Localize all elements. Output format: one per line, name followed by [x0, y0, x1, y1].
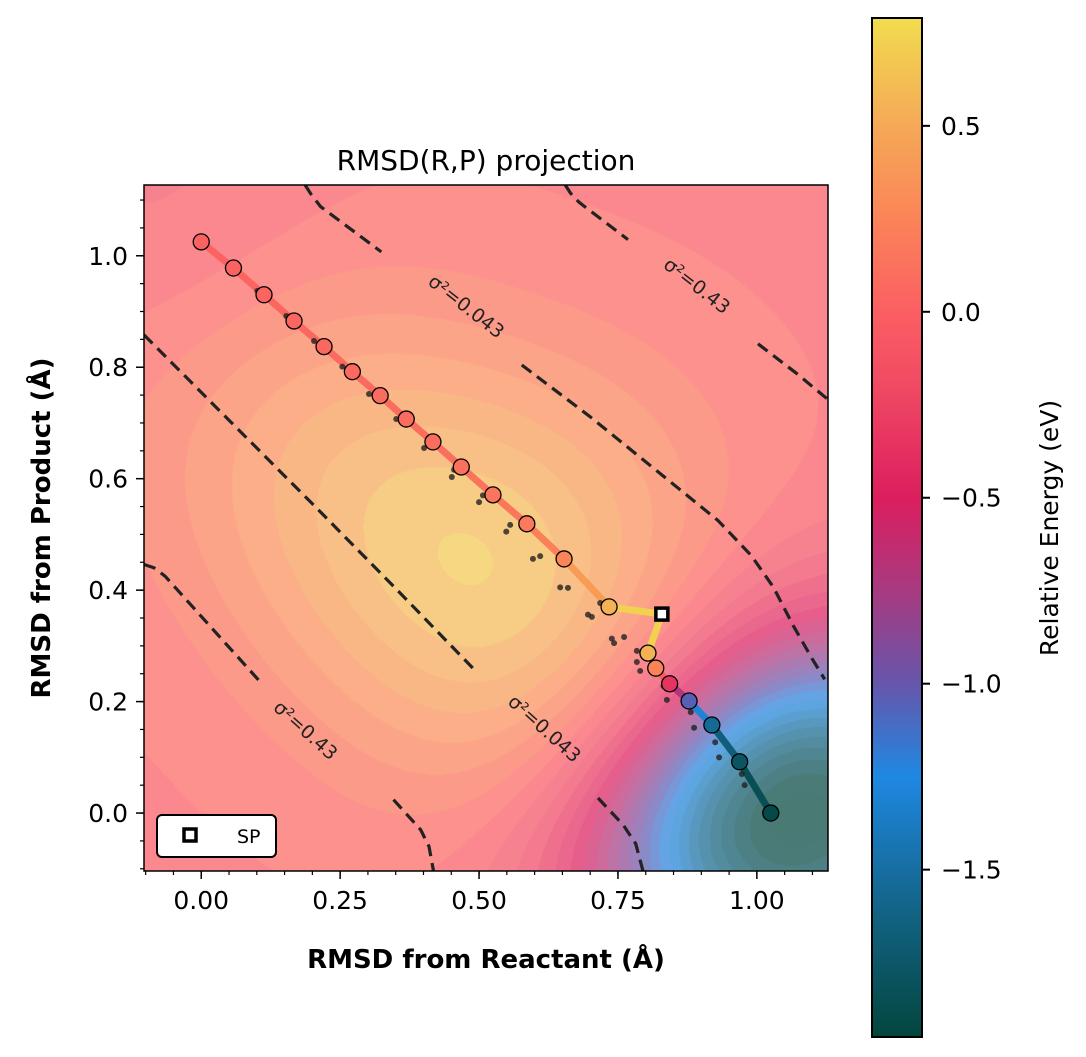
- colorbar-tick-label: 0.0: [941, 298, 981, 327]
- x-tick-label: 1.00: [729, 886, 785, 915]
- y-tick-label: 0.0: [88, 799, 128, 828]
- y-axis: 0.0 0.2 0.4 0.6 0.8 1.0: [88, 199, 144, 870]
- legend-sp-label: SP: [237, 826, 261, 848]
- sample-dot: [663, 696, 670, 703]
- path-points: [192, 233, 780, 822]
- sample-dot: [588, 613, 595, 620]
- y-tick-label: 0.6: [88, 465, 128, 494]
- path-point: [647, 659, 665, 677]
- sample-dot: [339, 363, 346, 370]
- colorbar-tick-label: −1.5: [941, 856, 1002, 885]
- path-point: [192, 233, 210, 251]
- sample-dot: [537, 553, 544, 560]
- sample-dot: [633, 647, 640, 654]
- colorbar: 0.5 0.0 −0.5 −1.0 −1.5 Relative Energy (eV): [871, 17, 1064, 1038]
- path-point: [424, 433, 442, 451]
- x-tick-label: 0.75: [590, 886, 646, 915]
- variance-contour-line: [144, 333, 475, 670]
- path-segment: [736, 758, 775, 817]
- path-point: [660, 675, 679, 693]
- sample-dot: [712, 739, 719, 746]
- path-point: [484, 486, 502, 504]
- variance-contour-line: [144, 562, 264, 686]
- colorbar-ticks: 0.5 0.0 −0.5 −1.0 −1.5: [922, 112, 1002, 885]
- colorbar-tick-label: −0.5: [941, 484, 1002, 513]
- sample-dot: [611, 640, 618, 647]
- y-tick-label: 1.0: [88, 242, 128, 271]
- legend-sp-marker: [182, 827, 198, 843]
- sample-dot: [507, 521, 514, 528]
- path-point: [371, 386, 389, 405]
- sample-dot: [608, 635, 615, 642]
- variance-contours: [144, 185, 828, 871]
- path-segment: [560, 555, 613, 611]
- variance-contour-line: [563, 185, 629, 241]
- colorbar-tick-label: −1.0: [941, 670, 1002, 699]
- sample-dot: [738, 771, 745, 778]
- variance-contour-line: [303, 185, 383, 254]
- sample-dot: [557, 584, 564, 591]
- plot-title: RMSD(R,P) projection: [337, 144, 636, 177]
- path-point: [600, 598, 618, 616]
- sample-dot: [691, 724, 698, 731]
- variance-contour-line: [392, 798, 436, 871]
- variance-contour-line: [757, 342, 828, 401]
- x-axis: 0.00 0.25 0.50 0.75 1.00: [145, 871, 814, 915]
- sample-dot: [311, 338, 318, 345]
- sample-dot: [529, 555, 536, 562]
- path-point: [315, 337, 333, 356]
- x-tick-label: 0.00: [173, 886, 229, 915]
- path-point: [639, 644, 657, 662]
- path-point: [762, 804, 780, 822]
- sample-dot: [564, 584, 571, 591]
- y-tick-label: 0.4: [88, 576, 128, 605]
- legend: SP: [156, 814, 277, 858]
- sample-dot: [637, 667, 644, 674]
- y-tick-label: 0.2: [88, 688, 128, 717]
- variance-contour-line: [520, 363, 827, 681]
- sample-dot: [741, 782, 748, 789]
- path-point: [255, 286, 273, 304]
- sample-dot: [421, 445, 428, 452]
- sample-dot: [687, 709, 694, 716]
- path-point: [452, 458, 470, 476]
- path-point: [555, 550, 573, 568]
- path-segment-to-saddle: [608, 603, 663, 618]
- colorbar-title: Relative Energy (eV): [1035, 400, 1064, 656]
- path-point: [680, 692, 698, 710]
- colorbar-tick-label: 0.5: [941, 112, 981, 141]
- path-point: [343, 363, 362, 381]
- sample-dot: [448, 474, 455, 481]
- x-tick-label: 0.25: [312, 886, 368, 915]
- path-point: [703, 716, 721, 734]
- sample-dot: [476, 499, 483, 506]
- path-point: [518, 515, 536, 533]
- x-axis-title: RMSD from Reactant (Å): [307, 943, 665, 975]
- path-point: [285, 312, 303, 330]
- plot-frame: [143, 184, 829, 872]
- path-point: [224, 259, 243, 277]
- y-axis-title: RMSD from Product (Å): [25, 357, 57, 698]
- sample-dot: [503, 528, 510, 535]
- x-tick-label: 0.50: [451, 886, 507, 915]
- energy-surface: [144, 185, 828, 871]
- sample-dot: [621, 633, 628, 640]
- y-tick-label: 0.8: [88, 353, 128, 382]
- legend-box: [156, 814, 277, 858]
- colorbar-gradient: [871, 17, 923, 1038]
- sample-dot: [633, 659, 640, 666]
- path-point: [731, 753, 749, 771]
- sample-dot: [716, 754, 723, 761]
- saddle-point-marker: [654, 606, 670, 622]
- sample-dot: [366, 390, 373, 397]
- path-point: [397, 410, 415, 428]
- variance-contour-line: [596, 796, 645, 871]
